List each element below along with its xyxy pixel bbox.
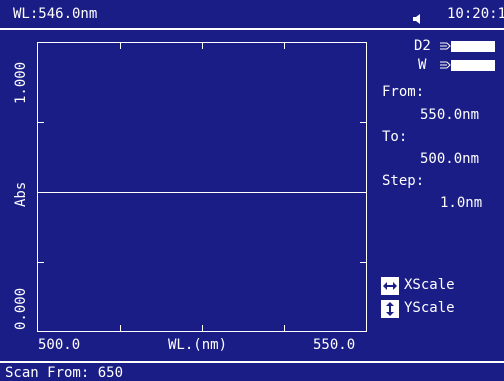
x-tick-bottom bbox=[284, 325, 285, 331]
x-tick-top bbox=[284, 43, 285, 49]
bottom-status-bar: Scan From: 650 bbox=[0, 361, 504, 381]
baseline-trace bbox=[38, 192, 366, 193]
status-message: Scan From: 650 bbox=[5, 365, 124, 381]
step-label: Step: bbox=[382, 173, 425, 189]
x-tick-bottom bbox=[120, 325, 121, 331]
to-label: To: bbox=[382, 129, 408, 145]
x-tick-top bbox=[202, 43, 203, 49]
to-value: 500.0nm bbox=[420, 151, 480, 167]
clock-time: 10:20:15 bbox=[447, 6, 504, 22]
from-value: 550.0nm bbox=[420, 107, 480, 123]
x-tick-top bbox=[120, 43, 121, 49]
x-axis-left-label: 500.0 bbox=[38, 337, 81, 353]
x-tick-bottom bbox=[202, 325, 203, 331]
y-axis-top-label: 1.000 bbox=[13, 61, 29, 104]
y-tick-left bbox=[38, 262, 44, 263]
lamp-glow-icon bbox=[439, 61, 451, 69]
x-axis-right-label: 550.0 bbox=[313, 337, 356, 353]
w-lamp-indicator bbox=[451, 60, 495, 71]
d2-lamp-indicator bbox=[451, 41, 495, 52]
xscale-label[interactable]: XScale bbox=[404, 277, 455, 293]
y-tick-left bbox=[38, 122, 44, 123]
x-axis-title: WL.(nm) bbox=[168, 337, 228, 353]
horizontal-arrows-icon bbox=[383, 282, 397, 290]
yscale-label[interactable]: YScale bbox=[404, 300, 455, 316]
y-axis-title: Abs bbox=[13, 181, 29, 207]
top-status-bar: WL:546.0nm 10:20:15 bbox=[0, 0, 504, 30]
xscale-button[interactable] bbox=[381, 277, 399, 295]
y-tick-right bbox=[360, 262, 366, 263]
step-value: 1.0nm bbox=[440, 195, 483, 211]
from-label: From: bbox=[382, 84, 425, 100]
d2-lamp-label: D2 bbox=[414, 38, 452, 54]
absorbance-plot bbox=[37, 42, 367, 332]
speaker-icon[interactable] bbox=[412, 10, 424, 24]
vertical-arrows-icon bbox=[386, 302, 394, 316]
y-tick-right bbox=[360, 122, 366, 123]
y-axis-bottom-label: 0.000 bbox=[13, 287, 29, 330]
lamp-glow-icon bbox=[440, 42, 452, 50]
yscale-button[interactable] bbox=[381, 300, 399, 318]
w-lamp-label: W bbox=[418, 57, 451, 73]
wavelength-readout: WL:546.0nm bbox=[13, 6, 98, 22]
